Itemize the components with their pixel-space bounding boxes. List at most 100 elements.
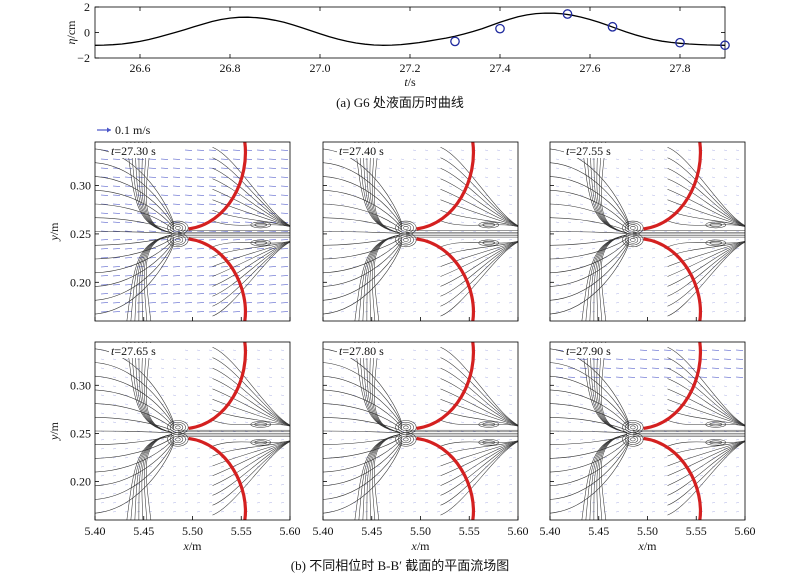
velocity-arrow [591, 421, 596, 423]
velocity-arrow [603, 358, 612, 360]
velocity-arrow [124, 376, 129, 378]
velocity-arrow [639, 484, 644, 486]
velocity-arrow [508, 403, 513, 405]
velocity-arrow [496, 430, 501, 432]
velocity-arrow [172, 484, 177, 486]
velocity-arrow [388, 284, 393, 286]
velocity-arrow [388, 257, 393, 259]
eddy-streamline [254, 223, 268, 227]
velocity-arrow [699, 176, 704, 178]
velocity-arrow [124, 221, 133, 223]
velocity-arrow [496, 403, 501, 405]
streamline [212, 441, 290, 516]
velocity-arrow [651, 302, 656, 304]
velocity-arrow [711, 275, 716, 277]
velocity-arrow [280, 257, 289, 259]
velocity-arrow [651, 158, 656, 160]
velocity-arrow [160, 511, 165, 513]
velocity-arrow [388, 385, 393, 387]
streamline [550, 437, 630, 473]
streamline [601, 342, 627, 433]
velocity-arrow [124, 248, 133, 250]
velocity-arrow [124, 385, 129, 387]
velocity-arrow [148, 239, 157, 241]
velocity-arrow [603, 502, 608, 504]
velocity-arrow [424, 403, 429, 405]
velocity-arrow [711, 185, 716, 187]
velocity-arrow [244, 257, 253, 259]
velocity-arrow [400, 403, 405, 405]
velocity-arrow [280, 203, 289, 205]
panel-time-label: t=27.90 s [566, 344, 611, 358]
eddy-streamline [250, 221, 272, 229]
vortex-streamline [395, 220, 417, 236]
velocity-arrow [448, 284, 453, 286]
velocity-arrow [579, 439, 584, 441]
velocity-arrow [280, 430, 285, 432]
velocity-arrow [711, 302, 716, 304]
streamline [550, 176, 630, 228]
velocity-arrow [448, 493, 453, 495]
velocity-arrow [268, 466, 273, 468]
streamline [212, 199, 290, 227]
velocity-arrow [615, 394, 620, 396]
streamline [440, 388, 518, 426]
velocity-arrow [280, 448, 285, 450]
velocity-arrow [412, 293, 417, 295]
streamline [667, 157, 745, 226]
streamline [95, 403, 175, 430]
velocity-arrow [603, 475, 608, 477]
velocity-arrow [579, 421, 584, 423]
velocity-arrow [232, 293, 241, 295]
velocity-arrow [711, 167, 716, 169]
velocity-arrow [340, 385, 345, 387]
velocity-arrow [651, 376, 660, 378]
velocity-arrow [675, 403, 680, 405]
velocity-arrow [232, 176, 241, 178]
velocity-arrow [208, 367, 213, 369]
velocity-arrow [208, 448, 213, 450]
velocity-arrow [723, 167, 728, 169]
velocity-arrow [160, 194, 169, 196]
velocity-arrow [508, 293, 513, 295]
velocity-arrow [100, 266, 109, 268]
velocity-arrow [723, 394, 728, 396]
velocity-arrow [124, 194, 133, 196]
velocity-arrow [615, 194, 620, 196]
caption-a: (a) G6 处液面历时曲线 [336, 95, 464, 110]
velocity-arrow [460, 484, 465, 486]
velocity-arrow [436, 448, 441, 450]
velocity-arrow [460, 376, 465, 378]
streamline [440, 367, 518, 426]
velocity-arrow [400, 511, 405, 513]
velocity-arrow [615, 293, 620, 295]
velocity-arrow [328, 502, 333, 504]
streamline [323, 362, 403, 426]
velocity-arrow [244, 239, 253, 241]
velocity-arrow [232, 149, 241, 151]
velocity-arrow [184, 349, 189, 351]
velocity-arrow [687, 284, 692, 286]
velocity-arrow [148, 439, 153, 441]
velocity-arrow [268, 439, 273, 441]
velocity-arrow [472, 176, 477, 178]
velocity-arrow [424, 275, 429, 277]
velocity-arrow [244, 430, 249, 432]
velocity-arrow [172, 385, 177, 387]
vortex-streamline [403, 437, 409, 442]
velocity-arrow [280, 212, 289, 214]
streamline [374, 234, 400, 321]
streamline [95, 348, 175, 424]
velocity-arrow [627, 266, 632, 268]
velocity-arrow [136, 248, 145, 250]
velocity-arrow [639, 176, 644, 178]
vortex-streamline [175, 238, 181, 242]
velocity-arrow [328, 194, 333, 196]
panel-time-label: t=27.80 s [339, 344, 384, 358]
velocity-arrow [124, 293, 133, 295]
velocity-arrow [232, 448, 237, 450]
velocity-arrow [388, 412, 393, 414]
velocity-arrow [412, 284, 417, 286]
velocity-arrow [699, 230, 704, 232]
velocity-arrow [172, 212, 181, 214]
